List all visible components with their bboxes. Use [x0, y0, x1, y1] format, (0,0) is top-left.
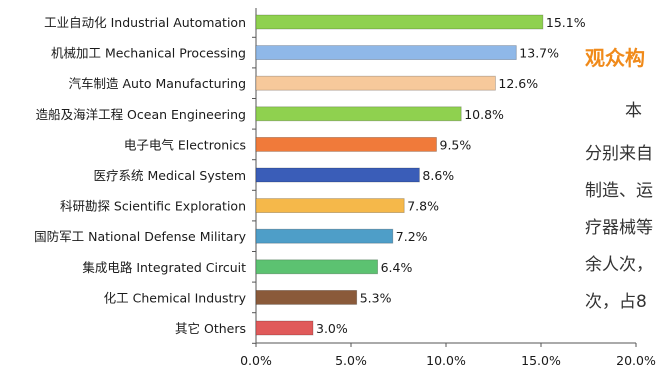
category-label: 化工 Chemical Industry — [104, 290, 247, 305]
value-label: 7.8% — [407, 199, 439, 214]
value-label: 13.7% — [519, 46, 559, 61]
x-tick-label: 20.0% — [616, 353, 656, 368]
bar — [255, 289, 358, 305]
category-label: 工业自动化 Industrial Automation — [44, 15, 246, 30]
value-label: 5.3% — [360, 290, 392, 305]
value-label: 6.4% — [381, 260, 413, 275]
category-label: 机械加工 Mechanical Processing — [51, 46, 246, 61]
x-tick-label: 15.0% — [521, 353, 561, 368]
bar — [255, 75, 496, 91]
x-tick-label: 5.0% — [335, 353, 367, 368]
bar — [255, 45, 517, 60]
side-text-line: 余人次， — [585, 255, 653, 275]
value-label: 8.6% — [422, 168, 454, 183]
category-label: 电子电气 Electronics — [124, 137, 246, 152]
category-label: 科研勘探 Scientific Exploration — [60, 199, 246, 214]
value-label: 10.8% — [464, 107, 504, 122]
category-label: 医疗系统 Medical System — [94, 168, 246, 183]
value-label: 3.0% — [316, 321, 348, 336]
side-text-line: 次，占8 — [585, 292, 647, 312]
bar — [255, 136, 437, 152]
category-label: 集成电路 Integrated Circuit — [82, 260, 246, 275]
bar — [255, 320, 314, 336]
category-label: 汽车制造 Auto Manufacturing — [69, 76, 246, 91]
side-text-line: 本 — [625, 101, 642, 121]
x-tick-label: 10.0% — [426, 353, 466, 368]
bar — [255, 259, 378, 275]
bar — [255, 198, 405, 214]
bar — [255, 228, 394, 244]
bar — [255, 106, 462, 122]
category-label: 其它 Others — [175, 321, 246, 336]
value-label: 15.1% — [546, 15, 586, 30]
bar — [255, 167, 420, 183]
side-text-line: 分别来自 — [585, 144, 653, 164]
value-label: 12.6% — [498, 76, 538, 91]
value-label: 7.2% — [396, 229, 428, 244]
side-text-line: 制造、运 — [585, 181, 653, 201]
side-text-line: 疗器械等 — [585, 218, 653, 238]
side-heading: 观众构 — [585, 46, 645, 70]
value-label: 9.5% — [440, 137, 472, 152]
category-label: 国防军工 National Defense Military — [34, 229, 246, 244]
bar — [255, 14, 544, 30]
x-tick-label: 0.0% — [240, 353, 272, 368]
category-label: 造船及海洋工程 Ocean Engineering — [36, 107, 246, 122]
